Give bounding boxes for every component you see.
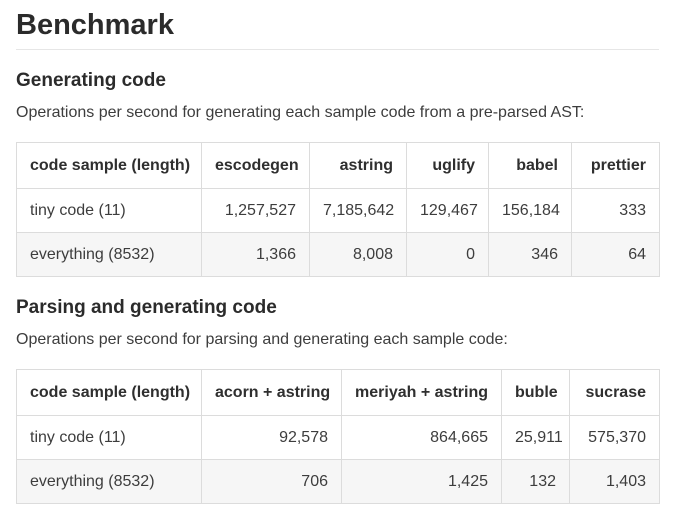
column-header-meriyah-astring: meriyah + astring	[341, 369, 502, 416]
table-cell: 706	[201, 459, 342, 504]
column-header-escodegen: escodegen	[201, 142, 310, 189]
column-header-uglify: uglify	[406, 142, 489, 189]
table-cell: 25,911	[501, 415, 570, 460]
column-header-prettier: prettier	[571, 142, 660, 189]
table-cell: 1,425	[341, 459, 502, 504]
table-row: everything (8532) 706 1,425 132 1,403	[16, 459, 660, 504]
table-cell: 864,665	[341, 415, 502, 460]
table-row: tiny code (11) 92,578 864,665 25,911 575…	[16, 415, 660, 460]
table-cell: 333	[571, 188, 660, 233]
table-cell: 1,366	[201, 232, 310, 277]
table-cell: 64	[571, 232, 660, 277]
section-description-parsing: Operations per second for parsing and ge…	[16, 331, 508, 348]
table-row: everything (8532) 1,366 8,008 0 346 64	[16, 232, 660, 277]
table-cell: 156,184	[488, 188, 572, 233]
column-header-babel: babel	[488, 142, 572, 189]
table-cell: 129,467	[406, 188, 489, 233]
column-header-astring: astring	[309, 142, 407, 189]
table-cell: 1,403	[569, 459, 660, 504]
column-header-sucrase: sucrase	[569, 369, 660, 416]
page-title: Benchmark	[16, 8, 659, 50]
table-cell: 0	[406, 232, 489, 277]
section-description-generating: Operations per second for generating eac…	[16, 104, 585, 121]
table-cell: 7,185,642	[309, 188, 407, 233]
table-row: tiny code (11) 1,257,527 7,185,642 129,4…	[16, 188, 660, 233]
table-cell: 92,578	[201, 415, 342, 460]
column-header-code-sample: code sample (length)	[16, 369, 202, 416]
row-label-cell: everything (8532)	[16, 459, 202, 504]
column-header-acorn-astring: acorn + astring	[201, 369, 342, 416]
section-parsing-and-generating-code: Parsing and generating code Operations p…	[16, 297, 660, 504]
parsing-benchmark-table: code sample (length) acorn + astring mer…	[16, 369, 660, 504]
table-cell: 132	[501, 459, 570, 504]
column-header-code-sample: code sample (length)	[16, 142, 202, 189]
section-heading-parsing: Parsing and generating code	[16, 297, 277, 318]
table-cell: 8,008	[309, 232, 407, 277]
row-label-cell: tiny code (11)	[16, 415, 202, 460]
generating-benchmark-table: code sample (length) escodegen astring u…	[16, 142, 660, 277]
row-label-cell: tiny code (11)	[16, 188, 202, 233]
section-generating-code: Generating code Operations per second fo…	[16, 70, 660, 277]
row-label-cell: everything (8532)	[16, 232, 202, 277]
table-cell: 346	[488, 232, 572, 277]
table-header-row: code sample (length) escodegen astring u…	[16, 142, 660, 189]
column-header-buble: buble	[501, 369, 570, 416]
table-cell: 1,257,527	[201, 188, 310, 233]
section-heading-generating: Generating code	[16, 70, 166, 91]
table-header-row: code sample (length) acorn + astring mer…	[16, 369, 660, 416]
table-cell: 575,370	[569, 415, 660, 460]
